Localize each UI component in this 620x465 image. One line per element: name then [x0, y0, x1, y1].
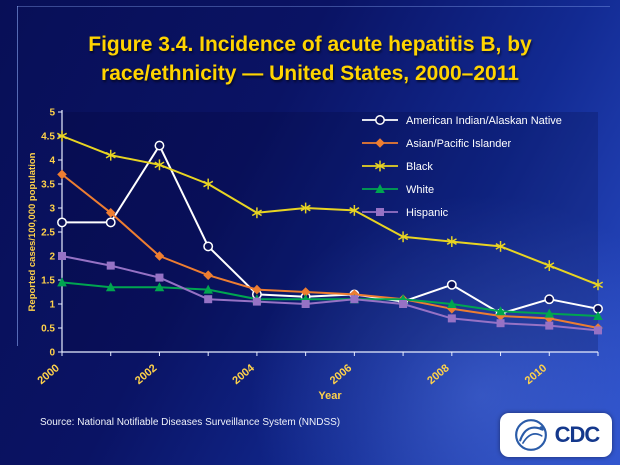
legend-label: Hispanic: [406, 207, 449, 219]
x-tick-label: 2002: [133, 362, 159, 387]
cdc-wordmark: CDC: [554, 422, 601, 447]
hhs-seal-icon: [514, 419, 547, 451]
y-tick-label: 2.5: [41, 228, 55, 239]
left-border-line: [17, 6, 18, 346]
legend-label: American Indian/Alaskan Native: [406, 115, 562, 127]
y-tick-label: 3.5: [41, 180, 55, 191]
figure-title-line2: race/ethnicity — United States, 2000–201…: [101, 62, 519, 86]
x-axis-title: Year: [318, 390, 342, 402]
legend-label: Black: [406, 161, 433, 173]
series-line: [61, 281, 599, 317]
x-tick-label: 2010: [523, 362, 549, 387]
series-line: [61, 255, 599, 332]
y-axis-title: Reported cases/100,000 population: [27, 152, 38, 311]
chart-canvas: 0 0.5 1 1.5 2 2.5 3 3.5 4 4.5 5 2000 2002 2004 2006 200…: [27, 108, 604, 402]
series-line: [61, 135, 599, 286]
y-tick-label: 4: [49, 156, 55, 167]
legend-label: White: [406, 184, 434, 196]
x-tick-label: 2006: [328, 362, 354, 387]
y-tick-label: 2: [49, 252, 55, 263]
source-text: Source: National Notifiable Diseases Sur…: [40, 417, 341, 428]
y-tick-label: 3: [49, 204, 55, 215]
x-tick-label: 2008: [425, 362, 451, 387]
legend-label: Asian/Pacific Islander: [406, 138, 511, 150]
cdc-logo: CDC: [500, 413, 612, 457]
y-tick-label: 4.5: [41, 132, 55, 143]
y-tick-label: 5: [49, 108, 55, 119]
series-line: [61, 173, 599, 329]
line-chart: 0 0.5 1 1.5 2 2.5 3 3.5 4 4.5 5 2000 2002 2004 2006 200…: [26, 104, 604, 409]
figure-title-line1: Figure 3.4. Incidence of acute hepatitis…: [88, 33, 532, 56]
y-tick-label: 1.5: [41, 276, 55, 287]
top-border-line: [17, 6, 610, 7]
figure-title: Figure 3.4. Incidence of acute hepatitis…: [26, 30, 594, 89]
x-tick-label: 2000: [35, 362, 61, 387]
x-tick-label: 2004: [230, 362, 257, 387]
y-tick-label: 0: [49, 348, 55, 359]
y-tick-label: 1: [49, 300, 55, 311]
y-tick-label: 0.5: [41, 324, 55, 335]
